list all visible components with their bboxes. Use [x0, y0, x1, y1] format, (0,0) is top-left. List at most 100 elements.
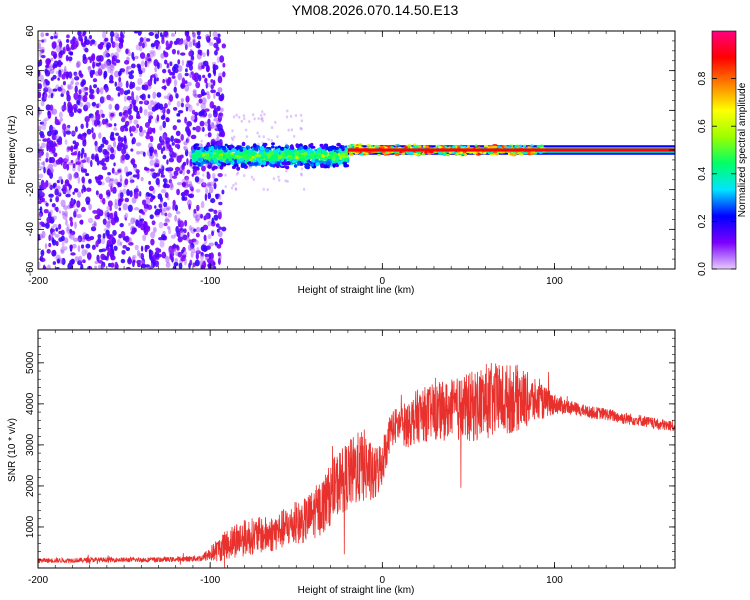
heatmap-cell	[224, 185, 227, 189]
heatmap-cell	[253, 162, 259, 166]
heatmap-cell	[170, 182, 174, 188]
heatmap-cell	[198, 213, 202, 217]
y-tick-label: 60	[25, 25, 36, 37]
heatmap-cell	[80, 152, 84, 159]
heatmap-cell	[197, 49, 202, 55]
heatmap-cell	[299, 113, 303, 117]
heatmap-cell	[104, 87, 108, 94]
heatmap-cell	[293, 134, 296, 138]
heatmap-cell	[101, 162, 107, 167]
heatmap-cell	[61, 257, 66, 266]
heatmap-cell	[285, 165, 290, 170]
heatmap-cell	[445, 153, 450, 157]
heatmap-cell	[303, 144, 308, 150]
x-tick-label: -200	[28, 276, 48, 287]
heatmap-cell	[77, 150, 81, 157]
heatmap-cell	[85, 101, 91, 109]
heatmap-cell	[136, 249, 140, 257]
heatmap-cell	[245, 135, 249, 139]
heatmap-cell	[217, 123, 223, 131]
heatmap-cell	[160, 52, 165, 59]
heatmap-cell	[161, 165, 165, 172]
heatmap-cell	[201, 112, 207, 116]
heatmap-cell	[125, 247, 131, 252]
heatmap-cell	[90, 159, 93, 168]
heatmap-cell	[186, 169, 191, 175]
heatmap-cell	[201, 165, 206, 172]
spectrogram-xlabel: Height of straight line (km)	[298, 285, 415, 296]
heatmap-cell	[153, 59, 159, 67]
heatmap-cell	[97, 102, 101, 108]
heatmap-cell	[74, 208, 79, 213]
heatmap-cell	[71, 199, 75, 204]
heatmap-cell	[77, 134, 81, 140]
heatmap-cell	[191, 38, 197, 44]
heatmap-cell	[102, 197, 106, 205]
heatmap-cell	[73, 92, 79, 100]
heatmap-cell	[168, 94, 174, 102]
heatmap-cell	[199, 213, 204, 219]
heatmap-cell	[321, 145, 326, 150]
heatmap-cell	[174, 143, 179, 148]
heatmap-cell	[364, 152, 370, 155]
heatmap-cell	[113, 42, 119, 48]
heatmap-cell	[77, 235, 83, 243]
heatmap-cell	[202, 173, 205, 177]
heatmap-cell	[69, 111, 75, 118]
heatmap-cell	[208, 153, 213, 158]
heatmap-cell	[250, 151, 256, 156]
heatmap-cell	[179, 170, 183, 174]
heatmap-cell	[421, 152, 426, 156]
heatmap-cell	[103, 70, 108, 79]
heatmap-cell	[38, 200, 42, 205]
heatmap-cell	[66, 146, 70, 153]
heatmap-cell	[107, 123, 113, 128]
heatmap-cell	[78, 109, 82, 114]
snr-series-line	[38, 362, 675, 568]
heatmap-cell	[124, 153, 130, 161]
heatmap-cell	[359, 153, 363, 156]
heatmap-cell	[114, 261, 118, 268]
heatmap-cell	[224, 173, 227, 177]
heatmap-cell	[96, 55, 102, 62]
heatmap-cell	[38, 221, 42, 229]
heatmap-cell	[218, 155, 223, 159]
heatmap-cell	[209, 252, 214, 260]
heatmap-cell	[87, 217, 94, 224]
heatmap-cell	[54, 233, 60, 238]
heatmap-cell	[186, 136, 190, 144]
heatmap-cell	[262, 142, 268, 147]
heatmap-cell	[206, 64, 210, 72]
heatmap-cell	[70, 39, 76, 45]
heatmap-cell	[195, 146, 201, 151]
heatmap-cell	[323, 143, 329, 147]
heatmap-cell	[88, 178, 92, 184]
heatmap-cell	[255, 158, 260, 162]
heatmap-cell	[529, 152, 535, 155]
heatmap-cell	[325, 160, 331, 166]
heatmap-cell	[117, 192, 122, 199]
heatmap-cell	[90, 115, 96, 122]
heatmap-cell	[53, 35, 58, 39]
heatmap-cell	[155, 42, 160, 48]
heatmap-cell	[171, 48, 176, 55]
heatmap-cell	[144, 60, 148, 68]
heatmap-cell	[53, 129, 59, 136]
heatmap-cell	[60, 93, 64, 98]
heatmap-cell	[63, 210, 68, 217]
heatmap-cell	[138, 252, 143, 259]
heatmap-cell	[64, 139, 68, 145]
heatmap-cell	[188, 225, 193, 231]
heatmap-cell	[173, 86, 177, 93]
heatmap-cell	[66, 224, 70, 232]
heatmap-cell	[114, 198, 118, 206]
heatmap-cell	[338, 155, 343, 160]
heatmap-cell	[39, 166, 45, 170]
heatmap-cell	[62, 81, 66, 86]
heatmap-cell	[122, 203, 128, 211]
heatmap-cell	[162, 154, 167, 160]
heatmap-cell	[63, 246, 68, 251]
heatmap-cell	[97, 145, 103, 153]
heatmap-cell	[167, 166, 173, 171]
heatmap-cell	[39, 206, 43, 214]
